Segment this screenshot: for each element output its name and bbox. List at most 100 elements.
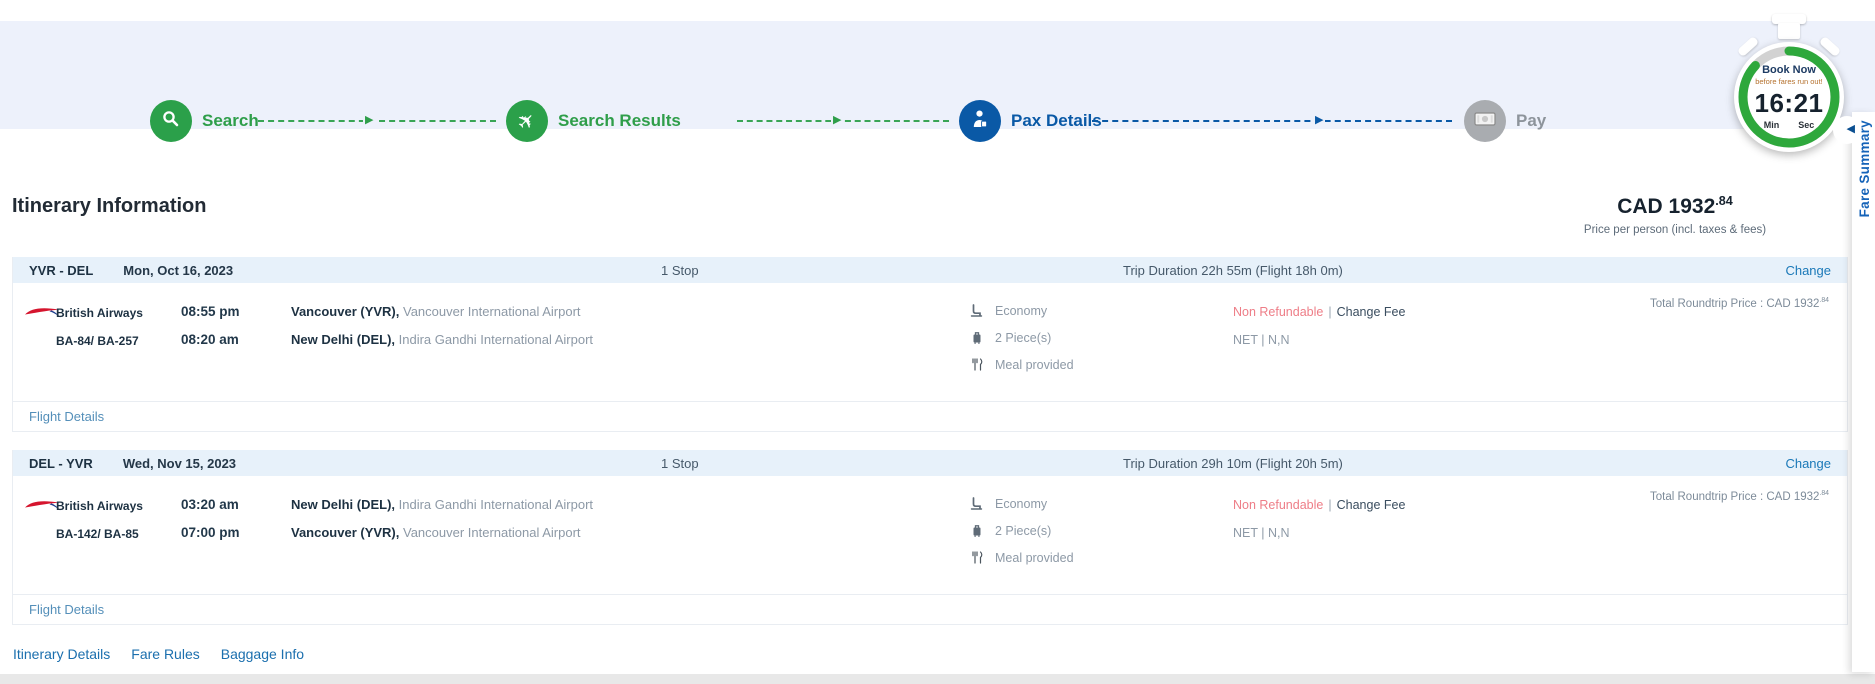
person-icon bbox=[968, 107, 992, 136]
departure-airport: Vancouver (YVR), Vancouver International… bbox=[291, 304, 581, 319]
arrow-right-icon: ▶ bbox=[831, 113, 844, 127]
itinerary-segment-return: DEL - YVR Wed, Nov 15, 2023 1 Stop Trip … bbox=[12, 450, 1848, 625]
segment-stops: 1 Stop bbox=[661, 262, 699, 278]
fare-basis: NET | N,N bbox=[1233, 333, 1290, 347]
plane-icon: ✈ bbox=[512, 106, 542, 136]
fare-rules-summary: Non Refundable | Change Fee NET | N,N bbox=[1233, 298, 1405, 354]
itinerary-segment-outbound: YVR - DEL Mon, Oct 16, 2023 1 Stop Trip … bbox=[12, 257, 1848, 432]
flight-times: 08:55 pm 08:20 am bbox=[181, 298, 240, 354]
seat-icon bbox=[969, 497, 984, 510]
roundtrip-price: Total Roundtrip Price : CAD 1932.84 bbox=[1650, 297, 1829, 310]
change-fee-label: Change Fee bbox=[1336, 305, 1406, 319]
seat-icon bbox=[969, 304, 984, 317]
baggage-info-link[interactable]: Baggage Info bbox=[220, 646, 305, 662]
flight-airports: Vancouver (YVR), Vancouver International… bbox=[291, 298, 593, 354]
segment-duration: Trip Duration 29h 10m (Flight 20h 5m) bbox=[1123, 455, 1343, 471]
arrival-time: 08:20 am bbox=[181, 332, 239, 347]
money-icon bbox=[1473, 108, 1497, 135]
departure-time: 08:55 pm bbox=[181, 304, 240, 319]
step-search-results-label[interactable]: Search Results bbox=[558, 111, 681, 130]
countdown-timer: Book Now before fares run out! 16:21 Min… bbox=[1731, 14, 1847, 166]
chevron-left-icon[interactable]: ◀ bbox=[1846, 123, 1855, 135]
flight-details-link[interactable]: Flight Details bbox=[29, 602, 105, 617]
luggage-icon bbox=[969, 331, 984, 344]
refund-status: Non Refundable bbox=[1233, 305, 1324, 319]
airline-name: British Airways bbox=[56, 306, 143, 320]
step-search-label[interactable]: Search bbox=[202, 111, 259, 130]
segment-stops: 1 Stop bbox=[661, 455, 699, 471]
step-pay-label: Pay bbox=[1516, 111, 1547, 130]
timer-min-label: Min bbox=[1763, 120, 1780, 130]
step-pax-details-label: Pax Details bbox=[1011, 111, 1102, 130]
british-airways-logo bbox=[24, 305, 62, 324]
timer-sec-label: Sec bbox=[1798, 120, 1815, 130]
stepper-band: Search ▶ ✈ Search Results ▶ Pax Details … bbox=[0, 21, 1875, 142]
arrival-time: 07:00 pm bbox=[181, 525, 240, 540]
segment-route: DEL - YVR bbox=[29, 455, 93, 471]
stepper-connector bbox=[1092, 120, 1452, 122]
cabin-class: Economy bbox=[995, 496, 1048, 511]
luggage-icon bbox=[969, 524, 984, 537]
flight-times: 03:20 am 07:00 pm bbox=[181, 491, 240, 547]
timer-title: Book Now bbox=[1762, 64, 1816, 76]
flight-airports: New Delhi (DEL), Indira Gandhi Internati… bbox=[291, 491, 593, 547]
departure-time: 03:20 am bbox=[181, 497, 239, 512]
change-flight-link[interactable]: Change bbox=[1785, 262, 1831, 278]
step-pay bbox=[1464, 100, 1506, 142]
arrow-right-icon: ▶ bbox=[363, 113, 376, 127]
airline-info: British Airways BA-142/ BA-85 bbox=[56, 492, 143, 548]
search-icon bbox=[160, 108, 182, 135]
stopwatch-dial: Book Now before fares run out! 16:21 Min… bbox=[1734, 42, 1844, 152]
refund-status: Non Refundable bbox=[1233, 498, 1324, 512]
arrival-airport: Vancouver (YVR), Vancouver International… bbox=[291, 525, 581, 540]
segment-date: Mon, Oct 16, 2023 bbox=[123, 262, 234, 278]
footer-links: Itinerary Details Fare Rules Baggage Inf… bbox=[13, 646, 304, 662]
arrow-right-icon: ▶ bbox=[1313, 113, 1326, 127]
flight-facilities: Economy 2 Piece(s) Meal provided bbox=[969, 490, 1074, 571]
segment-date: Wed, Nov 15, 2023 bbox=[122, 455, 237, 471]
page-title: Itinerary Information bbox=[12, 195, 207, 217]
departure-airport: New Delhi (DEL), Indira Gandhi Internati… bbox=[291, 497, 594, 512]
total-price-decimal: .84 bbox=[1715, 194, 1733, 208]
price-note: Price per person (incl. taxes & fees) bbox=[1583, 224, 1767, 236]
airline-name: British Airways bbox=[56, 499, 143, 513]
meal-info: Meal provided bbox=[995, 357, 1074, 372]
stepper-connector bbox=[258, 120, 496, 122]
meal-info: Meal provided bbox=[995, 550, 1074, 565]
segment-header: YVR - DEL Mon, Oct 16, 2023 1 Stop Trip … bbox=[13, 257, 1847, 283]
fare-summary-tab[interactable]: Fare Summary bbox=[1857, 120, 1872, 218]
stopwatch-crown-icon bbox=[1772, 14, 1806, 24]
fare-rules-link[interactable]: Fare Rules bbox=[131, 646, 200, 662]
price-block: CAD 1932.84 Price per person (incl. taxe… bbox=[1530, 194, 1820, 236]
flight-numbers: BA-84/ BA-257 bbox=[56, 334, 139, 348]
baggage-allowance: 2 Piece(s) bbox=[995, 523, 1052, 538]
itinerary-details-link[interactable]: Itinerary Details bbox=[13, 646, 111, 662]
fare-basis: NET | N,N bbox=[1233, 526, 1290, 540]
meal-icon bbox=[969, 358, 984, 371]
segment-header: DEL - YVR Wed, Nov 15, 2023 1 Stop Trip … bbox=[13, 450, 1847, 476]
timer-value: 16:21 bbox=[1754, 88, 1824, 118]
step-search[interactable] bbox=[150, 100, 192, 142]
page-bottom-divider bbox=[0, 674, 1875, 684]
flight-numbers: BA-142/ BA-85 bbox=[56, 527, 139, 541]
step-pax-details[interactable] bbox=[959, 100, 1001, 142]
total-price: CAD 1932 bbox=[1617, 195, 1716, 218]
fare-summary-panel[interactable] bbox=[1852, 112, 1875, 672]
change-flight-link[interactable]: Change bbox=[1785, 455, 1831, 471]
roundtrip-price: Total Roundtrip Price : CAD 1932.84 bbox=[1650, 490, 1829, 503]
flight-details-link[interactable]: Flight Details bbox=[29, 409, 105, 424]
segment-route: YVR - DEL bbox=[29, 262, 94, 278]
flight-facilities: Economy 2 Piece(s) Meal provided bbox=[969, 297, 1074, 378]
baggage-allowance: 2 Piece(s) bbox=[995, 330, 1052, 345]
change-fee-label: Change Fee bbox=[1336, 498, 1406, 512]
arrival-airport: New Delhi (DEL), Indira Gandhi Internati… bbox=[291, 332, 594, 347]
fare-rules-summary: Non Refundable | Change Fee NET | N,N bbox=[1233, 491, 1405, 547]
airline-info: British Airways BA-84/ BA-257 bbox=[56, 299, 143, 355]
british-airways-logo bbox=[24, 498, 62, 517]
cabin-class: Economy bbox=[995, 303, 1048, 318]
segment-duration: Trip Duration 22h 55m (Flight 18h 0m) bbox=[1123, 262, 1343, 278]
timer-subtitle: before fares run out! bbox=[1755, 77, 1823, 86]
meal-icon bbox=[969, 551, 984, 564]
step-search-results[interactable]: ✈ bbox=[506, 100, 548, 142]
